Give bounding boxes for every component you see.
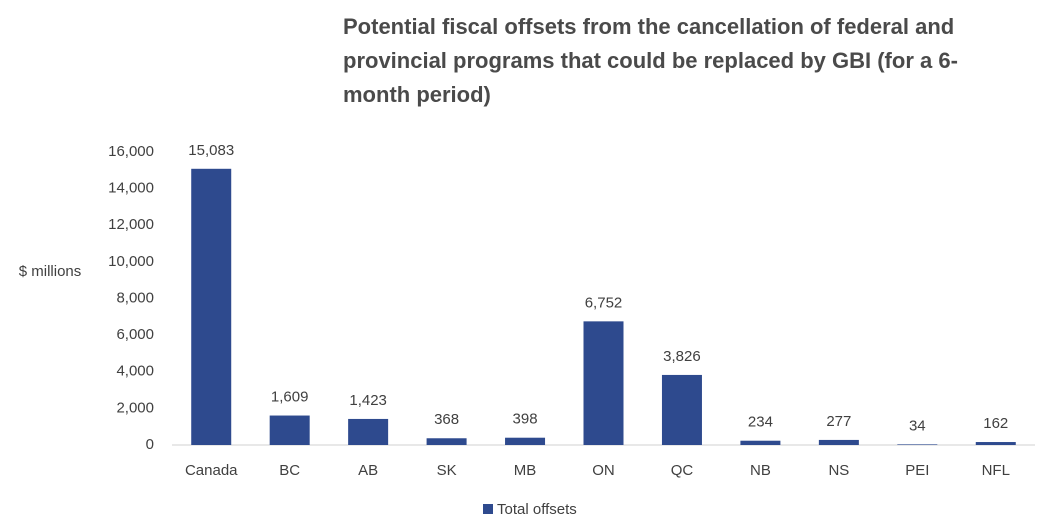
value-label: 234 [748,414,773,431]
x-tick-label: AB [358,462,378,479]
x-tick-label: PEI [905,462,929,479]
y-tick-label: 8,000 [116,289,154,306]
value-label: 368 [434,411,459,428]
x-tick-label: BC [279,462,300,479]
x-tick-label: MB [514,462,537,479]
y-axis-label: $ millions [19,263,82,280]
y-tick-label: 0 [146,436,154,453]
value-label: 34 [909,417,926,434]
y-tick-label: 6,000 [116,326,154,343]
x-tick-label: NB [750,462,771,479]
bar [661,374,702,445]
legend-swatch [483,504,493,514]
bar [975,442,1016,445]
x-tick-label: QC [671,462,694,479]
x-tick-label: ON [592,462,615,479]
y-tick-label: 4,000 [116,363,154,380]
x-tick-label: NFL [982,462,1010,479]
value-label: 162 [983,415,1008,432]
bar [583,321,624,445]
y-tick-label: 10,000 [108,253,154,270]
y-tick-label: 16,000 [108,143,154,160]
value-label: 15,083 [188,142,234,159]
bar [897,444,938,445]
bar [191,168,232,446]
bar [426,438,467,445]
value-label: 1,423 [349,392,387,409]
chart-title: Potential fiscal offsets from the cancel… [343,14,958,107]
value-label: 3,826 [663,348,701,365]
bar [740,440,781,445]
legend-label: Total offsets [497,501,577,516]
x-tick-label: SK [437,462,457,479]
y-tick-label: 14,000 [108,180,154,197]
x-tick-label: Canada [185,462,238,479]
bar [348,418,389,445]
y-tick-label: 12,000 [108,216,154,233]
bar [505,437,546,445]
value-label: 398 [513,411,538,428]
y-tick-label: 2,000 [116,399,154,416]
value-label: 1,609 [271,389,309,406]
x-tick-label: NS [828,462,849,479]
value-label: 6,752 [585,294,623,311]
bar [269,415,310,445]
value-label: 277 [826,413,851,430]
bar [818,439,859,445]
